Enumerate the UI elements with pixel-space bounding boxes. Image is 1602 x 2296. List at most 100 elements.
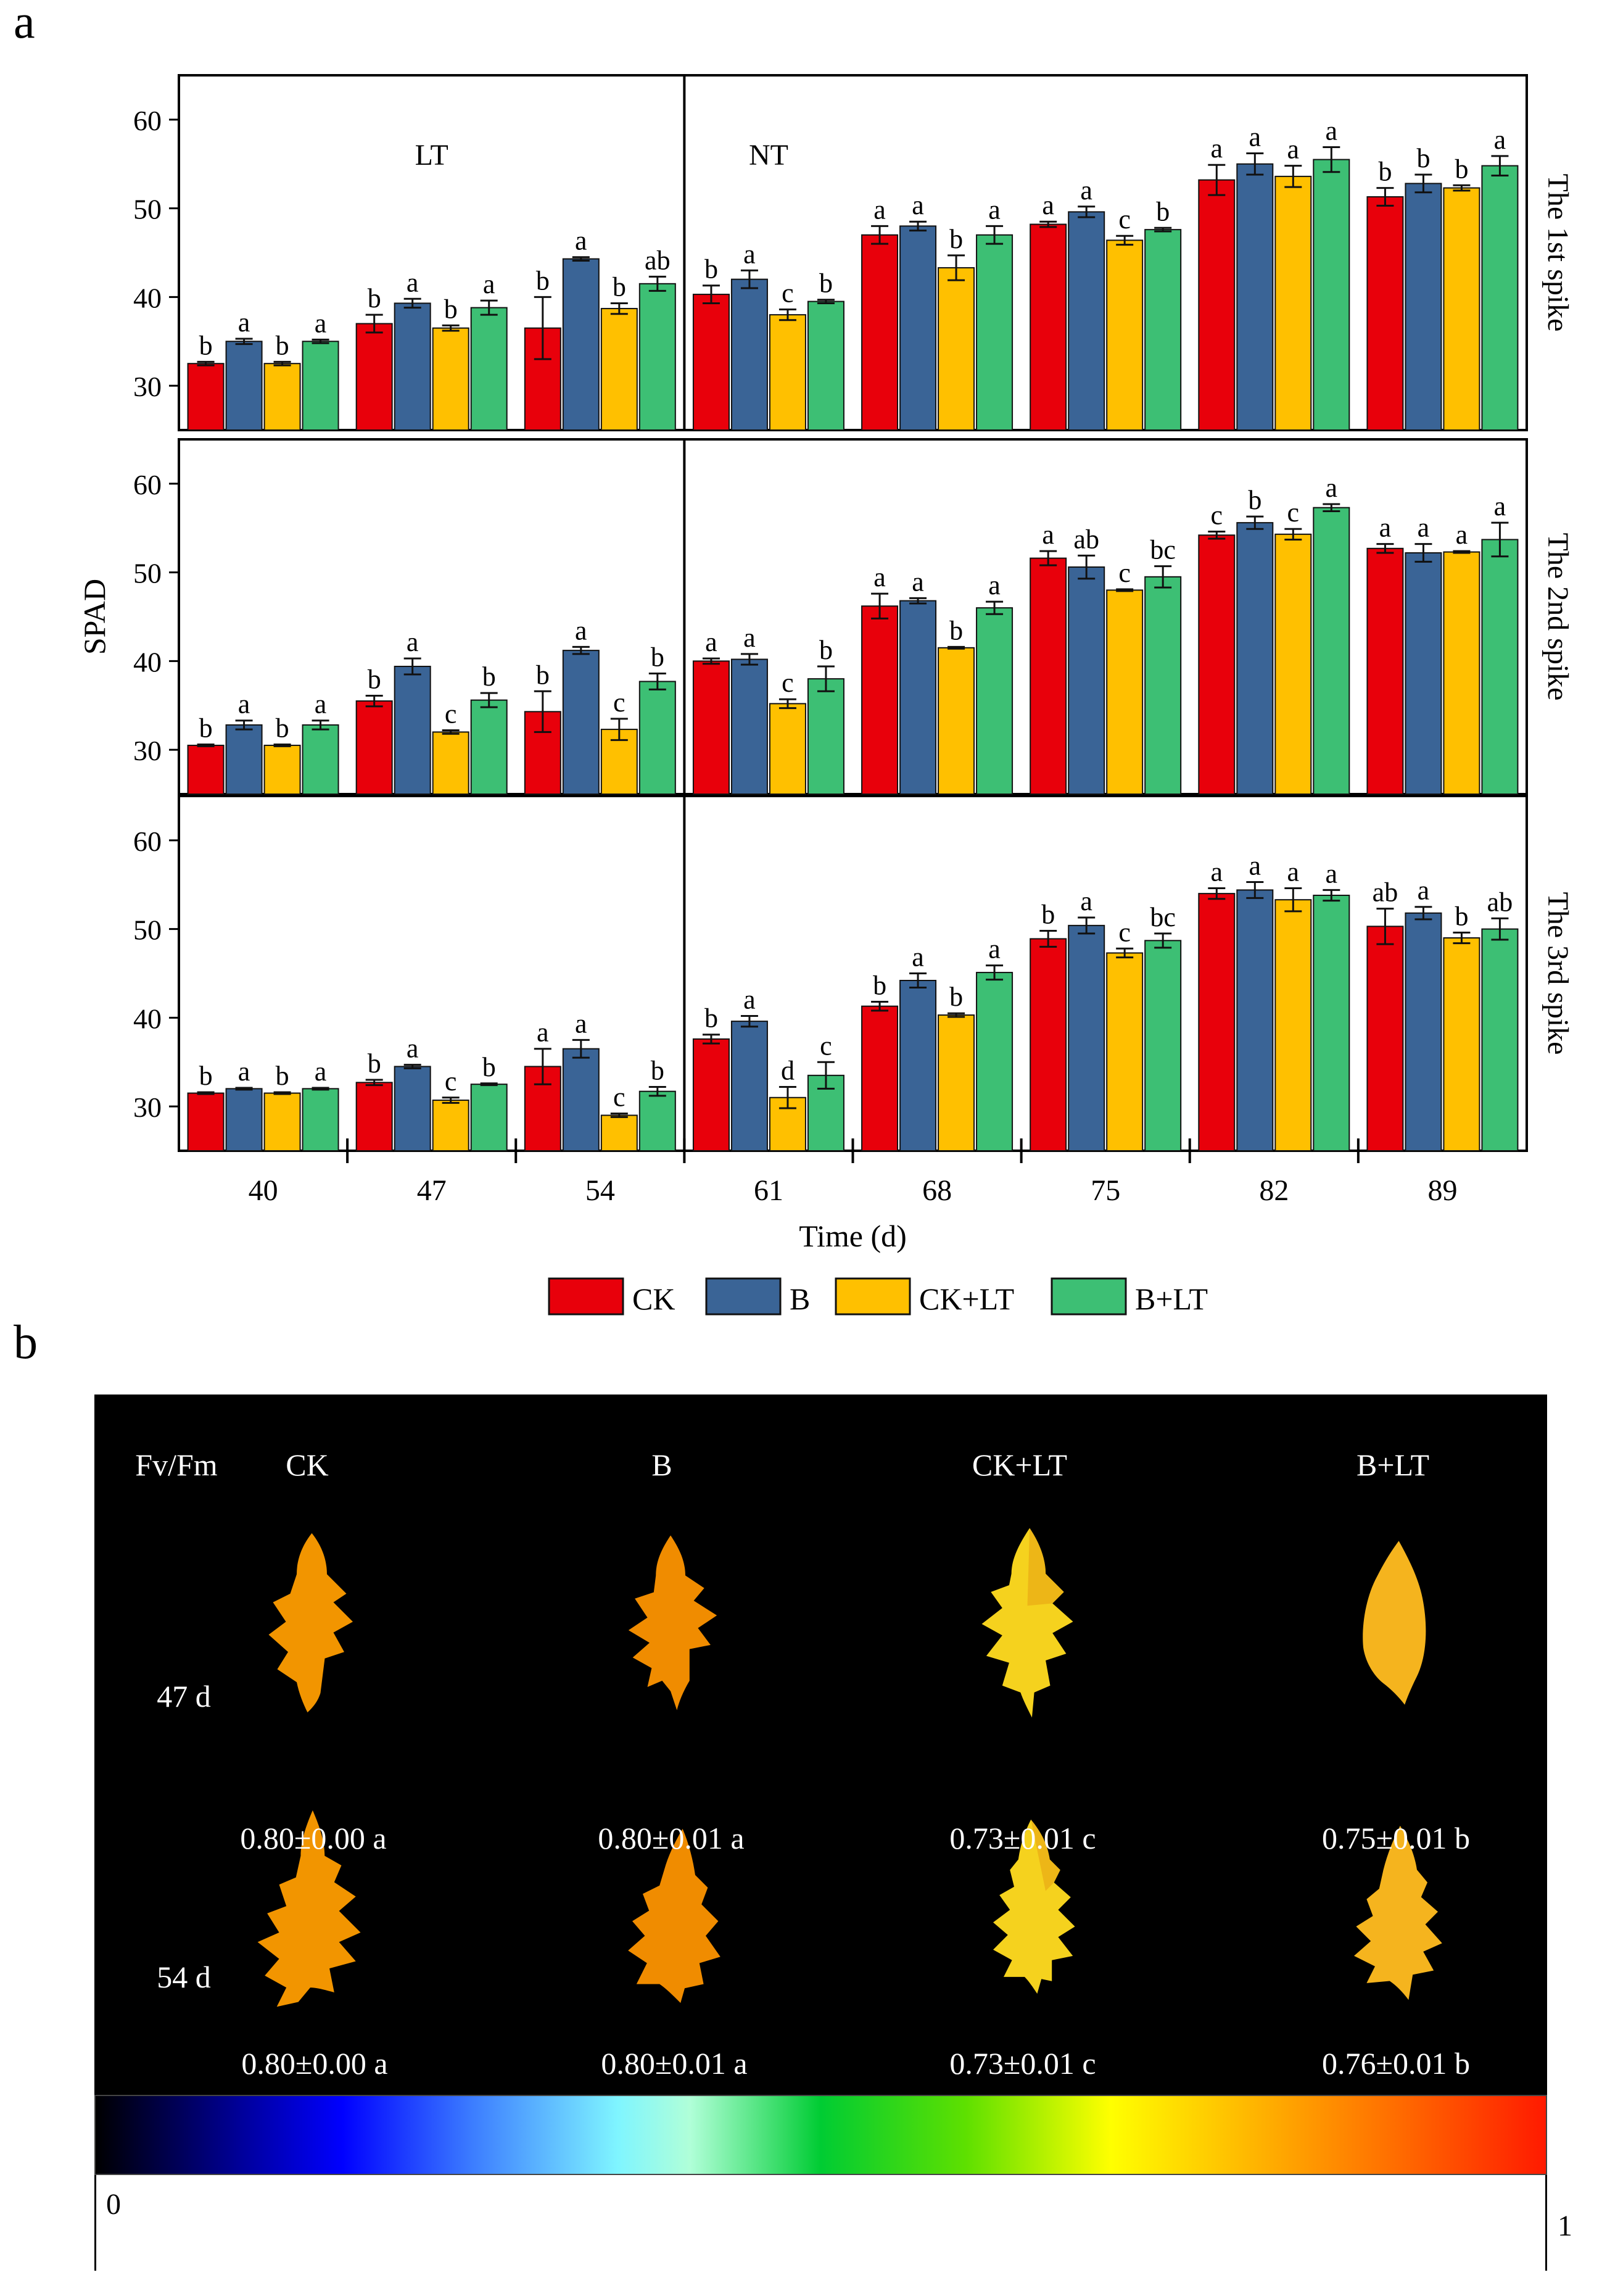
- y-tick-label: 40: [133, 646, 162, 678]
- significance-letter: b: [276, 330, 289, 360]
- bar: [225, 1088, 263, 1151]
- bar: [562, 258, 600, 431]
- significance-letter: a: [575, 615, 587, 645]
- bar: [1030, 223, 1067, 431]
- significance-letter: c: [782, 278, 794, 309]
- leaf-54d-b-lt: [1354, 1825, 1442, 2000]
- bar: [730, 278, 768, 431]
- significance-letter: b: [482, 1052, 496, 1082]
- significance-letter: a: [1211, 133, 1223, 164]
- bar: [938, 267, 975, 431]
- bar: [769, 703, 806, 795]
- bar: [1236, 889, 1274, 1151]
- bar: [302, 1088, 339, 1151]
- fvfm-value-54d-b: 0.80±0.01 a: [601, 2046, 748, 2081]
- significance-letter: b: [949, 615, 963, 645]
- bar: [600, 1114, 638, 1151]
- significance-letter: a: [407, 1034, 419, 1064]
- significance-letter: a: [1494, 491, 1506, 521]
- significance-letter: b: [1248, 485, 1261, 515]
- bar: [1443, 551, 1480, 795]
- fvfm-value-47d-ck-lt: 0.73±0.01 c: [949, 1821, 1096, 1855]
- significance-letter: b: [368, 664, 381, 694]
- y-tick-label: 30: [133, 735, 162, 766]
- bar: [1405, 552, 1442, 795]
- significance-letter: b: [199, 1061, 213, 1091]
- bar: [1274, 175, 1312, 431]
- bar: [638, 1090, 676, 1151]
- bar: [769, 314, 806, 431]
- x-tick-label-82: 82: [1259, 1174, 1289, 1207]
- x-tick-label-61: 61: [754, 1174, 783, 1207]
- x-tick-label-47: 47: [417, 1174, 447, 1207]
- significance-letter: b: [368, 283, 381, 313]
- significance-letter: b: [651, 1056, 664, 1086]
- significance-letter: a: [483, 269, 495, 299]
- significance-letter: b: [704, 254, 718, 284]
- significance-letter: c: [1118, 558, 1131, 588]
- bar: [1030, 557, 1067, 795]
- column-label-ck-lt: CK+LT: [972, 1448, 1068, 1482]
- bar: [976, 234, 1014, 431]
- significance-letter: b: [949, 224, 963, 254]
- bar: [1405, 183, 1442, 431]
- bar: [1144, 940, 1182, 1151]
- significance-letter: a: [1326, 858, 1338, 889]
- significance-letter: b: [368, 1048, 381, 1079]
- significance-letter: a: [575, 226, 587, 256]
- legend-swatch-1: [548, 1277, 624, 1316]
- colorbar-min-label: 0: [106, 2188, 121, 2221]
- significance-letter: b: [873, 971, 886, 1001]
- significance-letter: a: [407, 627, 419, 657]
- panel-label-spike-1: The 1st spike: [1542, 174, 1574, 332]
- significance-letter: ab: [1373, 877, 1398, 908]
- significance-letter: a: [537, 1017, 549, 1048]
- panel-frame-2: [178, 438, 1528, 795]
- legend-label-3: CK+LT: [919, 1282, 1014, 1316]
- significance-letter: b: [536, 265, 550, 296]
- bar: [302, 341, 339, 431]
- bar: [1443, 937, 1480, 1151]
- bar: [899, 600, 937, 795]
- x-tick-label-40: 40: [249, 1174, 278, 1207]
- significance-letter: a: [743, 985, 756, 1015]
- y-tick-label: 60: [133, 826, 162, 857]
- panel-a-letter: a: [14, 0, 35, 48]
- bar: [1030, 938, 1067, 1151]
- bar: [638, 283, 676, 431]
- bar: [807, 678, 844, 795]
- leaf-54d-ck: [257, 1810, 361, 2007]
- significance-letter: b: [1156, 196, 1170, 226]
- bar: [263, 1092, 301, 1151]
- bar: [263, 744, 301, 795]
- bar: [432, 1100, 469, 1151]
- bar: [1366, 547, 1404, 795]
- bar: [899, 980, 937, 1151]
- fvfm-value-47d-ck: 0.80±0.00 a: [240, 1821, 387, 1855]
- period-label-lt: LT: [415, 139, 448, 172]
- significance-letter: b: [1455, 901, 1468, 931]
- panel-label-spike-3: The 3rd spike: [1542, 892, 1574, 1055]
- significance-letter: a: [1326, 473, 1338, 503]
- significance-letter: a: [1287, 857, 1300, 887]
- bar: [225, 341, 263, 431]
- colorbar-left-edge: [94, 2175, 96, 2271]
- bar: [562, 1048, 600, 1151]
- significance-letter: b: [1455, 154, 1468, 184]
- legend-label-2: B: [790, 1282, 810, 1316]
- bar: [355, 1082, 393, 1151]
- significance-letter: a: [743, 239, 756, 269]
- panel-b-letter: b: [14, 1315, 38, 1369]
- column-label-ck: CK: [286, 1448, 329, 1482]
- bar: [1068, 211, 1105, 431]
- bar: [355, 700, 393, 795]
- bar: [1274, 899, 1312, 1151]
- y-tick-label: 30: [133, 1092, 162, 1123]
- legend-label-1: CK: [632, 1282, 675, 1316]
- bar: [263, 363, 301, 431]
- significance-letter: a: [315, 1056, 327, 1087]
- bar: [394, 1066, 431, 1151]
- significance-letter: a: [1456, 520, 1468, 550]
- significance-letter: b: [1378, 157, 1392, 187]
